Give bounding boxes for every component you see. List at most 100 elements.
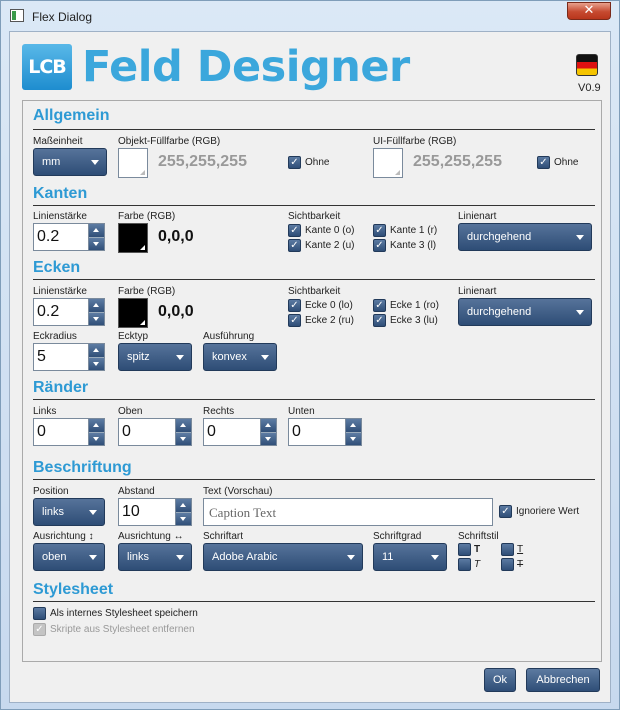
ignore-value-label: Ignoriere Wert — [516, 506, 580, 517]
stepper-down-icon[interactable] — [346, 432, 361, 445]
margin-bottom-stepper[interactable]: 0 — [288, 418, 362, 446]
lcb-logo: LCB — [22, 44, 72, 90]
italic-toggle[interactable]: T — [458, 558, 480, 571]
checkmark-icon: ✓ — [537, 156, 550, 169]
stepper-down-icon[interactable] — [176, 512, 191, 525]
kante-1-checkbox[interactable]: ✓ Kante 1 (r) — [373, 224, 437, 238]
halign-dropdown[interactable]: links — [118, 543, 192, 571]
divider — [33, 129, 595, 130]
margin-right-stepper[interactable]: 0 — [203, 418, 277, 446]
stepper-up-icon[interactable] — [89, 224, 104, 237]
chevron-down-icon — [89, 510, 97, 515]
kante-0-checkbox[interactable]: ✓ Kante 0 (o) — [288, 224, 354, 238]
stepper-down-icon[interactable] — [89, 312, 104, 325]
caption-text-input[interactable]: Caption Text — [203, 498, 493, 526]
stepper-up-icon[interactable] — [176, 499, 191, 512]
ecken-color-swatch[interactable] — [118, 298, 148, 328]
ok-button[interactable]: Ok — [484, 668, 516, 692]
corner-style-dropdown[interactable]: konvex — [203, 343, 277, 371]
kante-3-checkbox[interactable]: ✓ Kante 3 (l) — [373, 239, 436, 253]
valign-dropdown[interactable]: oben — [33, 543, 105, 571]
underline-icon — [501, 543, 514, 556]
margin-bottom-label: Unten — [288, 406, 315, 417]
caption-dist-label: Abstand — [118, 486, 155, 497]
close-icon: ✕ — [583, 3, 595, 18]
strikethrough-glyph: T — [517, 559, 524, 570]
stepper-down-icon[interactable] — [176, 432, 191, 445]
ecken-color-value: 0,0,0 — [158, 303, 194, 320]
ui-none-checkbox[interactable]: ✓ Ohne — [537, 156, 578, 170]
font-size-dropdown[interactable]: 11 — [373, 543, 447, 571]
unit-dropdown[interactable]: mm — [33, 148, 107, 176]
margin-left-stepper[interactable]: 0 — [33, 418, 105, 446]
obj-fill-label: Objekt-Füllfarbe (RGB) — [118, 136, 221, 147]
obj-none-checkbox[interactable]: ✓ Ohne — [288, 156, 329, 170]
ignore-value-checkbox[interactable]: ✓ Ignoriere Wert — [499, 505, 579, 519]
kante-2-checkbox[interactable]: ✓ Kante 2 (u) — [288, 239, 354, 253]
close-button[interactable]: ✕ — [567, 2, 611, 20]
bold-toggle[interactable]: T — [458, 543, 480, 556]
save-stylesheet-label: Als internes Stylesheet speichern — [50, 608, 198, 619]
ecke-1-checkbox[interactable]: ✓ Ecke 1 (ro) — [373, 299, 439, 313]
caption-dist-value: 10 — [122, 503, 140, 520]
obj-none-label: Ohne — [305, 157, 330, 168]
halign-value: links — [127, 551, 150, 563]
stepper-up-icon[interactable] — [89, 419, 104, 432]
cancel-button[interactable]: Abbrechen — [526, 668, 600, 692]
chevron-down-icon — [176, 555, 184, 560]
ui-fill-value: 255,255,255 — [413, 153, 502, 170]
corner-type-dropdown[interactable]: spitz — [118, 343, 192, 371]
stepper-down-icon[interactable] — [261, 432, 276, 445]
section-stylesheet: Stylesheet — [33, 581, 114, 598]
chevron-down-icon — [89, 555, 97, 560]
app-icon — [10, 9, 24, 22]
stepper-up-icon[interactable] — [346, 419, 361, 432]
stepper-up-icon[interactable] — [261, 419, 276, 432]
font-dropdown[interactable]: Adobe Arabic — [203, 543, 363, 571]
obj-fill-swatch[interactable] — [118, 148, 148, 178]
chevron-down-icon — [576, 310, 584, 315]
kanten-color-label: Farbe (RGB) — [118, 211, 176, 222]
valign-label: Ausrichtung ↕ — [33, 531, 94, 542]
ecke-0-label: Ecke 0 (lo) — [305, 300, 353, 311]
stepper-up-icon[interactable] — [89, 299, 104, 312]
margin-top-value: 0 — [122, 423, 131, 440]
save-stylesheet-checkbox[interactable]: Als internes Stylesheet speichern — [33, 607, 198, 621]
title-bar: Flex Dialog ✕ — [1, 1, 619, 31]
stepper-up-icon[interactable] — [176, 419, 191, 432]
ecken-width-value: 0.2 — [37, 303, 60, 320]
ui-fill-swatch[interactable] — [373, 148, 403, 178]
section-allgemein: Allgemein — [33, 107, 110, 124]
stepper-down-icon[interactable] — [89, 357, 104, 370]
checkmark-icon: ✓ — [373, 314, 386, 327]
underline-toggle[interactable]: T — [501, 543, 523, 556]
caption-pos-dropdown[interactable]: links — [33, 498, 105, 526]
ecke-2-checkbox[interactable]: ✓ Ecke 2 (ru) — [288, 314, 354, 328]
kanten-width-stepper[interactable]: 0.2 — [33, 223, 105, 251]
kanten-line-dropdown[interactable]: durchgehend — [458, 223, 592, 251]
radius-stepper[interactable]: 5 — [33, 343, 105, 371]
corner-style-value: konvex — [212, 351, 247, 363]
kanten-color-swatch[interactable] — [118, 223, 148, 253]
ecke-2-label: Ecke 2 (ru) — [305, 315, 354, 326]
caption-text-label: Text (Vorschau) — [203, 486, 273, 497]
margin-top-stepper[interactable]: 0 — [118, 418, 192, 446]
bold-icon — [458, 543, 471, 556]
chevron-down-icon — [431, 555, 439, 560]
stepper-up-icon[interactable] — [89, 344, 104, 357]
stepper-down-icon[interactable] — [89, 432, 104, 445]
ecken-width-label: Linienstärke — [33, 286, 87, 297]
ecke-0-checkbox[interactable]: ✓ Ecke 0 (lo) — [288, 299, 353, 313]
stepper-down-icon[interactable] — [89, 237, 104, 250]
ecken-line-dropdown[interactable]: durchgehend — [458, 298, 592, 326]
version-label: V0.9 — [578, 82, 601, 94]
caption-dist-stepper[interactable]: 10 — [118, 498, 192, 526]
ecke-3-checkbox[interactable]: ✓ Ecke 3 (lu) — [373, 314, 438, 328]
section-beschriftung: Beschriftung — [33, 459, 132, 476]
ecken-width-stepper[interactable]: 0.2 — [33, 298, 105, 326]
caption-pos-value: links — [42, 506, 65, 518]
halign-label: Ausrichtung ↔ — [118, 531, 184, 542]
german-flag-icon[interactable] — [576, 54, 598, 76]
checkmark-icon: ✓ — [499, 505, 512, 518]
strikethrough-toggle[interactable]: T — [501, 558, 523, 571]
